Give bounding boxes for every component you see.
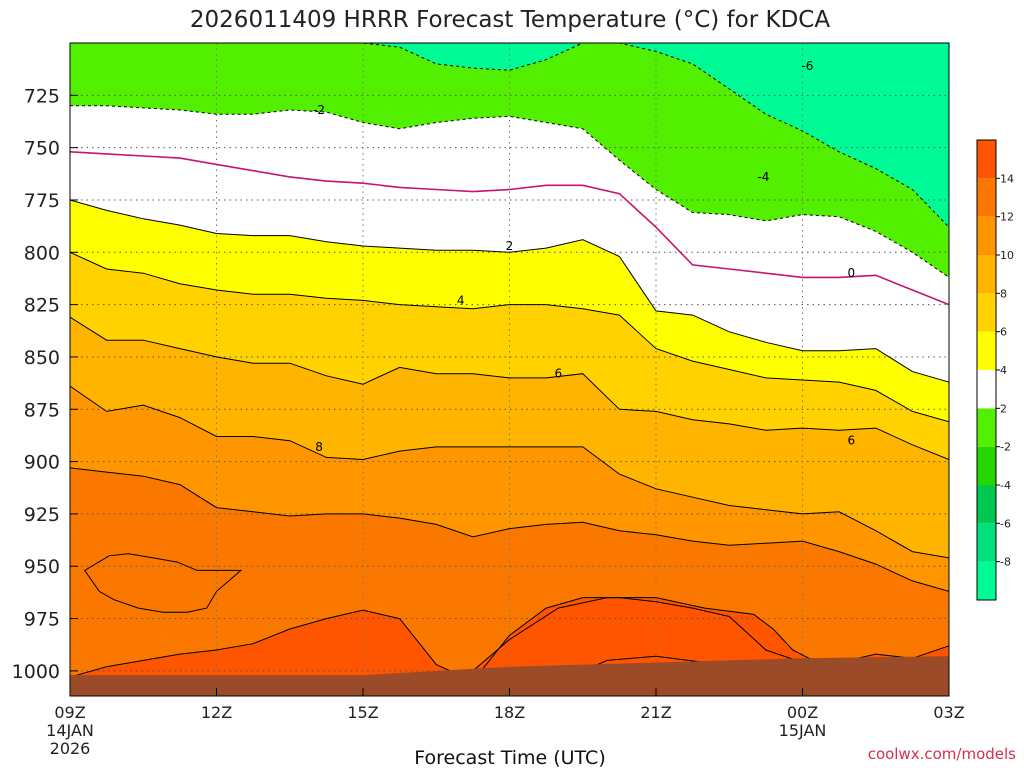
contour-line-2 [70,105,949,278]
x-tick-label-12: 21Z [640,703,671,722]
colorbar-segment-7 [977,293,996,332]
colorbar-label-5: 4 [1000,364,1007,377]
x-tick-label-9: 18Z [494,703,525,722]
contour-label-7: 0 [848,266,856,280]
contour-label-1: 2 [506,239,514,253]
blob-fill-0 [84,553,241,613]
y-axis: 725 750 775 800 825 850 875 900 925 950 975 1000 [12,85,78,683]
ground-surface [70,656,949,696]
colorbar-label-7: 8 [1000,287,1007,300]
x-tick-label-0: 09Z [54,703,85,722]
ground-fill [70,656,949,696]
y-tick-label-750: 750 [24,138,60,160]
y-tick-label-975: 975 [24,609,60,631]
x-tick-label-6: 15Z [347,703,378,722]
contour-label-5: -4 [757,170,769,184]
credit-text: coolwx.com/models [868,745,1016,763]
colorbar-label-1: -6 [1000,517,1011,530]
contour-line-6 [70,385,949,559]
y-tick-label-950: 950 [24,556,60,578]
contour-label-4: 8 [315,440,323,454]
contour-line-4 [70,251,949,423]
contour-line-3 [70,199,949,383]
colorbar-segment-4 [977,408,996,447]
contour-line-1 [70,43,949,228]
colorbar-label-9: 12 [1000,211,1014,224]
colorbar-segment-9 [977,216,996,255]
y-tick-label-800: 800 [24,242,60,264]
colorbar-segment-5 [977,370,996,409]
y-tick-label-875: 875 [24,399,60,421]
x-tick-label-3: 12Z [201,703,232,722]
freezing-line [70,151,949,306]
colorbar-label-3: -2 [1000,441,1011,454]
colorbar-segment-0 [977,561,996,600]
colorbar-segment-1 [977,523,996,562]
contour-label-2: 4 [457,293,465,307]
contour-line-5 [70,316,949,460]
contour-labels: -2 2 4 6 8 -4 -6 0 6 [313,59,855,454]
colorbar-label-2: -4 [1000,479,1011,492]
colorbar-label-4: 2 [1000,402,1007,415]
plot-area: -2 2 4 6 8 -4 -6 0 6 [70,43,949,696]
colorbar-label-10: 14 [1000,172,1014,185]
contour-label-0: -2 [313,103,325,117]
x-tick-sublabel-0-1: 2026 [50,739,91,758]
x-tick-label-15: 00Z [787,703,818,722]
x-tick-label-18: 03Z [933,703,964,722]
contour-lines [70,43,949,696]
colorbar-label-0: -8 [1000,556,1011,569]
colorbar-label-6: 6 [1000,326,1007,339]
colorbar-segment-3 [977,446,996,485]
x-tick-sublabel-15-0: 15JAN [779,721,827,740]
x-tick-sublabel-0-0: 14JAN [46,721,94,740]
colorbar: -8 -6 -4 -2 2 4 6 8 10 12 14 [976,139,1014,601]
y-tick-label-850: 850 [24,347,60,369]
y-tick-label-725: 725 [24,85,60,107]
contour-label-6: -6 [801,59,813,73]
y-tick-label-925: 925 [24,504,60,526]
y-tick-label-825: 825 [24,295,60,317]
y-tick-label-1000: 1000 [12,661,60,683]
y-tick-label-900: 900 [24,452,60,474]
chart-title: 2026011409 HRRR Forecast Temperature (°C… [190,7,830,33]
x-axis-label: Forecast Time (UTC) [414,747,605,768]
contour-line-7 [70,467,949,592]
contour-label-3: 6 [555,367,563,381]
blob-contour-0 [83,553,243,613]
colorbar-segment-11 [977,140,996,179]
contour-label-8: 6 [848,434,856,448]
colorbar-segment-2 [977,485,996,524]
y-tick-label-775: 775 [24,190,60,212]
colorbar-segment-10 [977,178,996,217]
colorbar-segment-6 [977,331,996,370]
colorbar-segment-8 [977,255,996,294]
colorbar-label-8: 10 [1000,249,1014,262]
